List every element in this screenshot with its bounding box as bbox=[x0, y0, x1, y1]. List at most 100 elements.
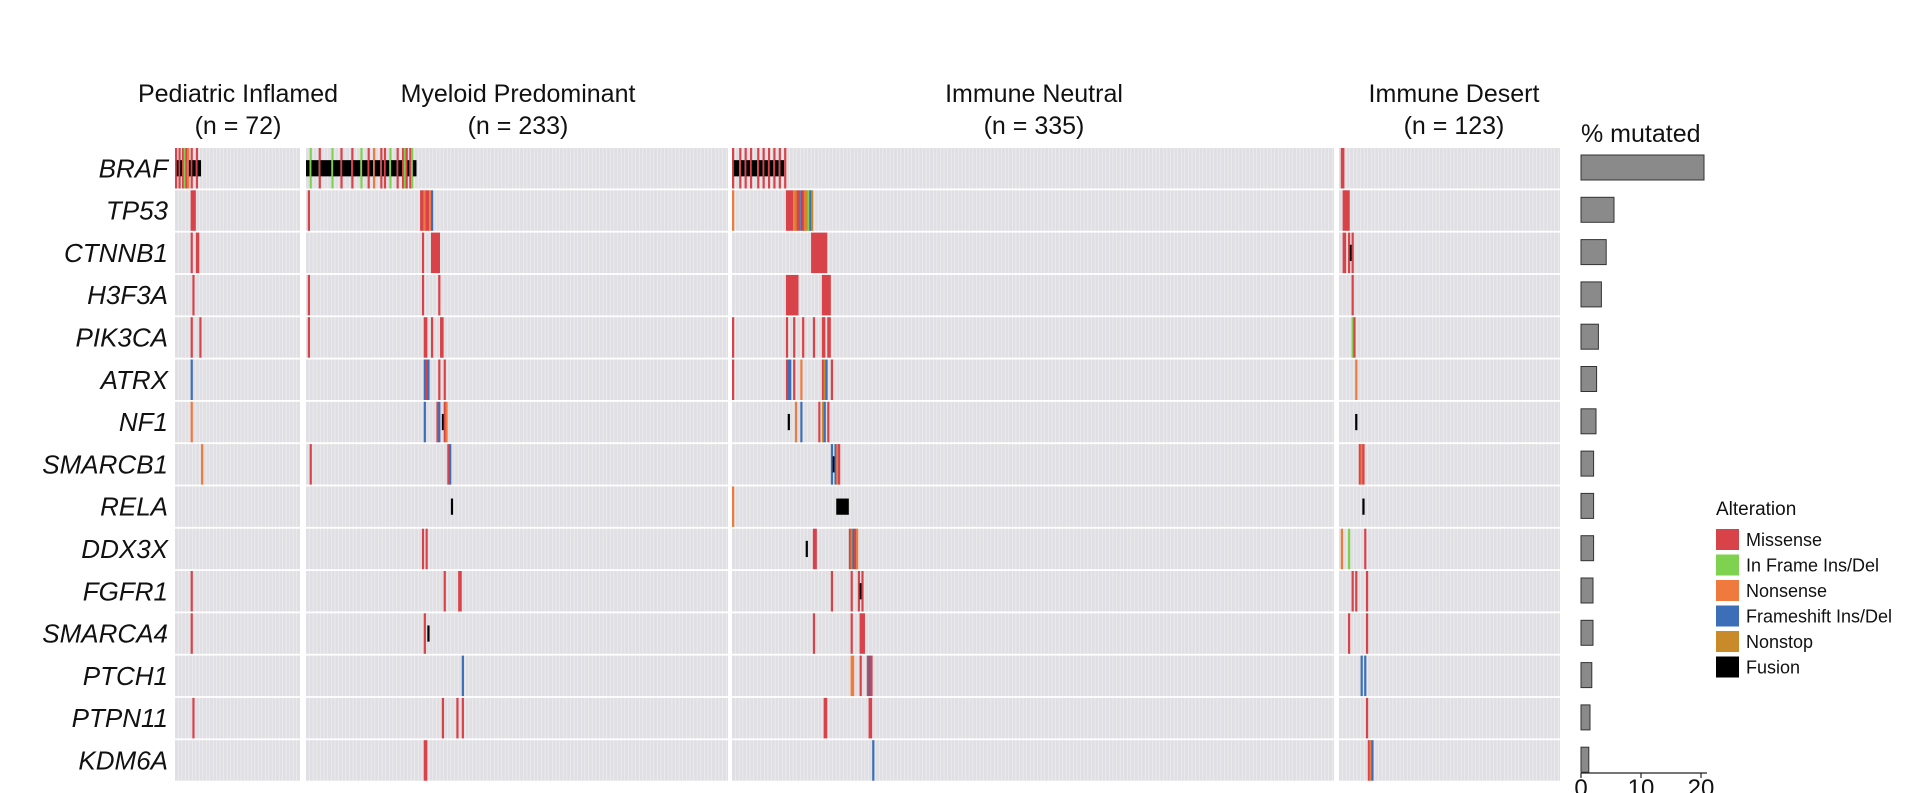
alteration-smarcb1-nonsense-157 bbox=[1360, 444, 1363, 485]
alteration-atrx-missense-125 bbox=[793, 359, 796, 400]
alteration-smarcb1-frameshift-ins-del-153 bbox=[834, 444, 837, 485]
group-name-2: Immune Neutral bbox=[945, 80, 1123, 108]
percent-bar-nf1 bbox=[1580, 408, 1597, 435]
alteration-pik3ca-missense-104 bbox=[423, 317, 428, 358]
alteration-kdm6a-missense-212 bbox=[1367, 740, 1370, 781]
alteration-nf1-frameshift-ins-del-141 bbox=[800, 401, 803, 443]
percent-bar-ddx3x bbox=[1580, 535, 1595, 562]
alteration-ptpn11-missense-207 bbox=[823, 697, 828, 739]
group-count-1: (n = 233) bbox=[468, 112, 569, 140]
percent-bar-ptpn11 bbox=[1580, 704, 1591, 731]
alteration-braf-in-frame-ins-del-34 bbox=[389, 148, 392, 189]
gene-label-kdm6a: KDM6A bbox=[78, 745, 168, 775]
alteration-braf-missense-63 bbox=[784, 148, 787, 189]
percent-mutated-title: % mutated bbox=[1581, 120, 1701, 148]
alteration-tp53-frameshift-ins-del-77 bbox=[800, 190, 803, 231]
alteration-nf1-fusion-136 bbox=[441, 413, 445, 431]
row-background-ptpn11-group-2 bbox=[732, 697, 1334, 739]
gene-label-nf1: NF1 bbox=[119, 407, 168, 437]
alteration-smarca4-missense-190 bbox=[812, 613, 816, 654]
sample-separators-group-2 bbox=[735, 148, 1333, 783]
alteration-braf-missense-61 bbox=[778, 148, 781, 189]
percent-bar-ctnnb1 bbox=[1580, 239, 1607, 266]
alteration-braf-missense-6 bbox=[185, 148, 188, 189]
gene-label-tp53: TP53 bbox=[106, 196, 169, 226]
alteration-fgfr1-missense-178 bbox=[458, 571, 462, 612]
alteration-braf-missense-42 bbox=[409, 148, 412, 189]
alteration-braf-missense-9 bbox=[190, 148, 193, 189]
alteration-braf-fusion-37 bbox=[398, 160, 402, 177]
percent-mutated-bars: % mutated bbox=[1580, 120, 1705, 773]
alteration-braf-missense-49 bbox=[744, 148, 747, 189]
alteration-nf1-missense-142 bbox=[818, 401, 821, 443]
alteration-atrx-missense-127 bbox=[821, 359, 825, 400]
alteration-braf-missense-47 bbox=[739, 148, 742, 189]
group-name-1: Myeloid Predominant bbox=[401, 80, 636, 108]
alteration-braf-fusion-19 bbox=[333, 160, 341, 177]
gene-label-h3f3a: H3F3A bbox=[87, 280, 168, 310]
gene-labels: BRAF TP53 CTNNB1 H3F3A PIK3CA ATRX NF1 SMARCB1 R… bbox=[42, 153, 170, 775]
alteration-braf-missense-2 bbox=[178, 148, 181, 189]
alteration-braf-missense-22 bbox=[351, 148, 354, 189]
alteration-braf-fusion-15 bbox=[311, 160, 319, 177]
alteration-braf-fusion-60 bbox=[775, 160, 779, 177]
alteration-tp53-missense-84 bbox=[1342, 190, 1350, 231]
alteration-pik3ca-in-frame-ins-del-114 bbox=[1351, 317, 1354, 358]
alteration-atrx-nonsense-131 bbox=[1355, 359, 1358, 400]
legend-label-nonsense: Nonsense bbox=[1746, 581, 1827, 601]
alteration-braf-missense-11 bbox=[195, 148, 199, 189]
alteration-braf-missense-38 bbox=[401, 148, 405, 189]
alteration-atrx-missense-122 bbox=[732, 359, 735, 400]
alteration-braf-fusion-58 bbox=[769, 160, 774, 177]
row-background-smarcb1-group-3 bbox=[1339, 444, 1560, 485]
alteration-ddx3x-nonsense-173 bbox=[1340, 528, 1343, 570]
bar-axis-tick-label-10: 10 bbox=[1628, 775, 1655, 793]
group-count-2: (n = 335) bbox=[984, 112, 1085, 140]
alteration-braf-fusion-48 bbox=[740, 160, 745, 177]
alteration-braf-fusion-13 bbox=[306, 160, 310, 177]
alteration-ddx3x-nonsense-172 bbox=[855, 528, 859, 570]
alteration-fgfr1-missense-180 bbox=[850, 571, 853, 612]
row-background-ptch1-group-2 bbox=[732, 655, 1334, 697]
bar-axis-tick-label-20: 20 bbox=[1688, 775, 1715, 793]
percent-bar-smarcb1 bbox=[1580, 450, 1595, 477]
alteration-fgfr1-fusion-182 bbox=[859, 583, 862, 600]
alteration-smarcb1-missense-149 bbox=[447, 444, 450, 485]
alteration-atrx-missense-120 bbox=[438, 359, 441, 400]
alteration-rela-fusion-161 bbox=[836, 498, 849, 515]
gene-label-rela: RELA bbox=[100, 492, 168, 522]
alteration-tp53-nonsense-70 bbox=[429, 190, 432, 231]
row-background-ptpn11-group-3 bbox=[1339, 697, 1560, 739]
alteration-braf-fusion-29 bbox=[374, 160, 381, 177]
row-background-rela-group-3 bbox=[1339, 486, 1560, 527]
alteration-braf-fusion-3 bbox=[180, 160, 183, 177]
alteration-atrx-missense-123 bbox=[785, 359, 789, 400]
row-background-nf1-group-3 bbox=[1339, 401, 1560, 443]
alteration-braf-fusion-46 bbox=[733, 160, 740, 177]
row-background-atrx-group-3 bbox=[1339, 359, 1560, 400]
row-background-smarcb1-group-2 bbox=[732, 444, 1334, 485]
alteration-smarca4-missense-191 bbox=[850, 613, 853, 654]
alteration-nf1-nonsense-140 bbox=[794, 401, 798, 443]
alteration-braf-in-frame-ins-del-43 bbox=[411, 148, 414, 189]
alteration-ptch1-missense-197 bbox=[859, 655, 862, 697]
alteration-ctnnb1-missense-91 bbox=[1347, 232, 1351, 274]
alteration-braf-in-frame-ins-del-24 bbox=[360, 148, 363, 189]
alteration-atrx-frameshift-ins-del-117 bbox=[423, 359, 426, 400]
alteration-ptpn11-missense-204 bbox=[441, 697, 445, 739]
gene-label-atrx: ATRX bbox=[99, 365, 170, 395]
alteration-tp53-frameshift-ins-del-82 bbox=[809, 190, 812, 231]
alteration-atrx-missense-121 bbox=[443, 359, 446, 400]
alteration-tp53-nonstop-83 bbox=[811, 190, 814, 231]
percent-bar-atrx bbox=[1580, 366, 1598, 392]
alteration-braf-missense-20 bbox=[340, 148, 343, 189]
alteration-atrx-frameshift-ins-del-124 bbox=[787, 359, 792, 400]
alteration-h3f3a-missense-98 bbox=[785, 274, 799, 316]
alteration-smarca4-missense-193 bbox=[1347, 613, 1351, 654]
alteration-ddx3x-missense-166 bbox=[812, 528, 816, 570]
alteration-nf1-missense-134 bbox=[436, 401, 439, 443]
alteration-fgfr1-missense-177 bbox=[443, 571, 446, 612]
alteration-rela-nonsense-160 bbox=[732, 486, 735, 527]
alteration-nf1-frameshift-ins-del-135 bbox=[438, 401, 441, 443]
